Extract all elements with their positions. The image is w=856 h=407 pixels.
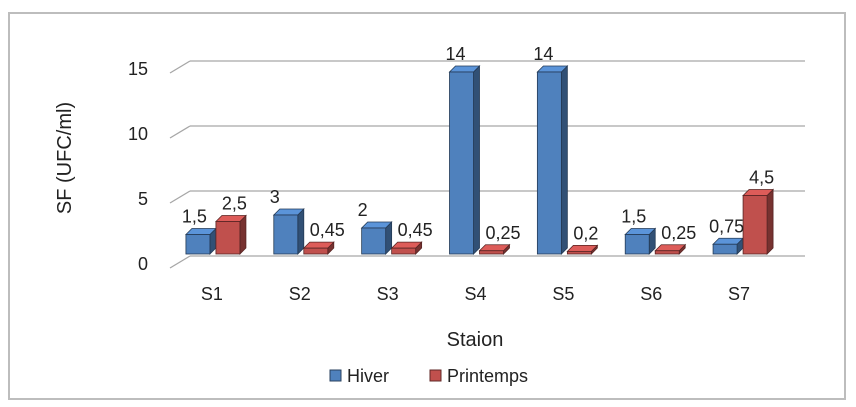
- bar-hiver-s6: [624, 227, 657, 255]
- data-label-printemps-s2: 0,45: [310, 220, 345, 240]
- bar-printemps-s3: [390, 241, 423, 255]
- legend-swatch-hiver: [329, 369, 342, 382]
- x-tick-label: S6: [640, 284, 662, 304]
- x-tick-label: S1: [201, 284, 223, 304]
- y-tick-label: 0: [138, 254, 148, 274]
- y-tick-label: 5: [138, 189, 148, 209]
- x-axis-title: Staion: [447, 329, 504, 351]
- gridline-diagonal: [169, 255, 191, 269]
- data-label-hiver-s3: 2: [358, 200, 368, 220]
- y-axis-ticks: 0 5 10 15: [128, 59, 148, 274]
- gridline-diagonal: [169, 190, 191, 204]
- data-label-hiver-s4: 14: [446, 44, 466, 64]
- bars: [184, 65, 775, 255]
- bar-printemps-s7: [742, 188, 775, 255]
- bar-printemps-s4: [478, 243, 511, 255]
- x-axis-ticks: S1 S2 S3 S4 S5 S6 S7: [201, 284, 750, 304]
- bar-printemps-s2: [302, 241, 335, 255]
- data-label-printemps-s6: 0,25: [661, 223, 696, 243]
- bar-hiver-s4: [448, 65, 481, 255]
- bar-hiver-s2: [272, 208, 305, 255]
- gridline-diagonal: [169, 125, 191, 139]
- data-label-hiver-s5: 14: [533, 44, 553, 64]
- legend-label-hiver: Hiver: [347, 366, 389, 386]
- data-label-hiver-s7: 0,75: [709, 216, 744, 236]
- gridlines: [169, 60, 805, 269]
- data-label-printemps-s4: 0,25: [486, 223, 521, 243]
- data-label-printemps-s3: 0,45: [398, 220, 433, 240]
- data-label-hiver-s1: 1,5: [182, 207, 207, 227]
- legend: Hiver Printemps: [329, 366, 528, 386]
- bar-printemps-s5: [566, 244, 599, 255]
- x-tick-label: S4: [464, 284, 486, 304]
- bar-printemps-s6: [654, 243, 687, 255]
- chart-frame: [8, 12, 846, 400]
- x-tick-label: S3: [377, 284, 399, 304]
- data-label-hiver-s6: 1,5: [621, 207, 646, 227]
- data-label-printemps-s7: 4,5: [749, 168, 774, 188]
- data-labels: 1,5 2,5 3 0,45 2 0,45 14 0,25 14 0,2 1,5 0,25 0,75 4,…: [182, 44, 774, 243]
- bar-hiver-s5: [536, 65, 569, 255]
- bar-printemps-s1: [214, 214, 247, 255]
- bar-hiver-s3: [360, 221, 393, 255]
- gridline-diagonal: [169, 60, 191, 74]
- x-tick-label: S2: [289, 284, 311, 304]
- bar-hiver-s1: [184, 227, 217, 255]
- x-tick-label: S7: [728, 284, 750, 304]
- data-label-hiver-s2: 3: [270, 187, 280, 207]
- bar-hiver-s7: [712, 237, 745, 255]
- data-label-printemps-s1: 2,5: [222, 194, 247, 214]
- legend-label-printemps: Printemps: [447, 366, 528, 386]
- x-tick-label: S5: [552, 284, 574, 304]
- data-label-printemps-s5: 0,2: [573, 223, 598, 243]
- y-tick-label: 10: [128, 124, 148, 144]
- legend-swatch-printemps: [429, 369, 442, 382]
- y-axis-title: SF (UFC/ml): [54, 102, 76, 214]
- y-tick-label: 15: [128, 59, 148, 79]
